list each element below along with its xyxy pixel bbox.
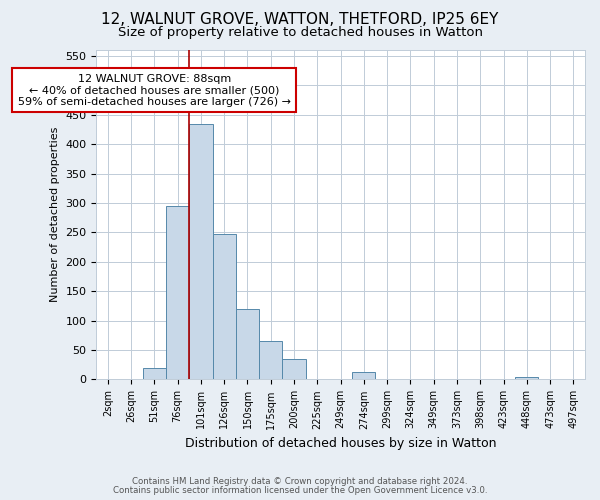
Text: Contains public sector information licensed under the Open Government Licence v3: Contains public sector information licen… (113, 486, 487, 495)
Y-axis label: Number of detached properties: Number of detached properties (50, 127, 60, 302)
Bar (189, 124, 212, 380)
Bar (352, 372, 376, 380)
X-axis label: Distribution of detached houses by size in Watton: Distribution of detached houses by size … (185, 437, 496, 450)
Text: 12, WALNUT GROVE, WATTON, THETFORD, IP25 6EY: 12, WALNUT GROVE, WATTON, THETFORD, IP25… (101, 12, 499, 28)
Text: 12 WALNUT GROVE: 88sqm
← 40% of detached houses are smaller (500)
59% of semi-de: 12 WALNUT GROVE: 88sqm ← 40% of detached… (18, 74, 291, 106)
Text: Contains HM Land Registry data © Crown copyright and database right 2024.: Contains HM Land Registry data © Crown c… (132, 477, 468, 486)
Text: Size of property relative to detached houses in Watton: Size of property relative to detached ho… (118, 26, 482, 39)
Bar (515, 376, 538, 380)
Bar (236, 309, 259, 380)
Bar (283, 359, 305, 380)
Bar (143, 368, 166, 380)
Bar (166, 206, 189, 380)
Bar (259, 341, 283, 380)
Bar (212, 234, 236, 380)
